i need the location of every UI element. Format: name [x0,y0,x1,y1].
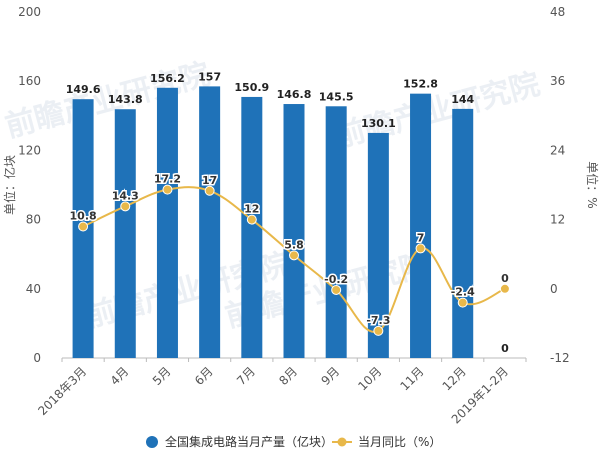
left-axis-tick-label: 160 [18,74,41,88]
bar [325,106,347,358]
bar-value-label: 146.8 [277,88,312,101]
line-point [373,325,384,336]
right-axis-tick-label: 24 [550,143,565,157]
x-category-label: 10月 [355,364,384,393]
x-category-label: 11月 [397,364,426,393]
x-category-label: 12月 [440,364,469,393]
bar-value-label: 152.8 [403,78,438,91]
line-point [246,214,257,225]
left-axis-tick-label: 80 [26,213,41,227]
left-axis-tick-label: 200 [18,5,41,19]
x-category-label: 9月 [319,364,343,388]
line-point [457,297,468,308]
bar-value-label: 150.9 [234,81,269,94]
line-value-label: 17.2 [154,173,181,186]
right-axis-tick-label: -12 [550,351,570,365]
bar-value-label: 149.6 [66,83,101,96]
x-category-label: 6月 [192,364,216,388]
bar [452,108,474,358]
line-value-label: 7 [417,231,425,244]
right-axis-tick-label: 12 [550,213,565,227]
legend-bar-label: 全国集成电路当月产量（亿块） [165,434,333,449]
line-value-label: 5.8 [284,238,304,251]
bar-value-label: 130.1 [361,117,396,130]
bars-layer [72,86,474,359]
line-point [415,243,426,254]
line-value-label: 12 [244,203,259,216]
left-axis-tick-label: 0 [33,351,41,365]
x-category-label: 8月 [276,364,300,388]
x-category-label: 5月 [150,364,174,388]
bar [283,104,305,358]
line-point [204,185,215,196]
legend-bar-marker [146,436,158,448]
line-value-label: -2.4 [451,286,475,299]
line-point [162,184,173,195]
bar-value-label: 156.2 [150,72,185,85]
line-layer [78,184,510,336]
line-value-label: 14.3 [112,189,139,202]
line-point [78,221,89,232]
labels-layer: 149.6 143.8 156.2 157 150.9 146.8 145.5 130.1 15… [66,70,511,355]
left-axis-title: 单位：亿块 [2,155,17,215]
line-value-label: 17 [202,174,217,187]
right-axis-tick-label: 48 [550,5,565,19]
right-axis-title: 单位：% [585,161,600,208]
right-axis-tick-label: 36 [550,74,565,88]
bar-value-label: 144 [451,93,474,106]
legend-layer: 全国集成电路当月产量（亿块） 当月同比（%） [146,434,441,449]
line-value-label: -0.2 [324,273,348,286]
bar [156,87,178,359]
bar [241,96,263,359]
line-point [289,250,299,261]
bar-value-label: 143.8 [108,93,143,106]
line-value-label: 10.8 [70,210,97,223]
line-point [331,284,342,295]
bar-value-label: 157 [198,70,221,83]
left-axis-tick-label: 120 [18,143,41,157]
bar [410,93,432,358]
x-category-label: 7月 [234,364,258,388]
bar [199,86,221,358]
bar [367,132,389,358]
x-category-label: 4月 [108,364,132,388]
left-axis-tick-label: 40 [26,282,41,296]
line-value-label: 0 [501,272,509,285]
legend-line-dot [337,437,347,447]
legend-line-label: 当月同比（%） [358,435,441,449]
bar-value-label: 0 [501,342,509,355]
right-axis-tick-label: 0 [550,282,558,296]
bar-value-label: 145.5 [319,90,354,103]
x-category-label: 2018年3月 [35,364,89,418]
line-value-label: -7.3 [366,314,390,327]
line-point [499,283,510,294]
yoy-line [82,186,506,333]
line-point [120,201,131,212]
bar [114,109,136,358]
